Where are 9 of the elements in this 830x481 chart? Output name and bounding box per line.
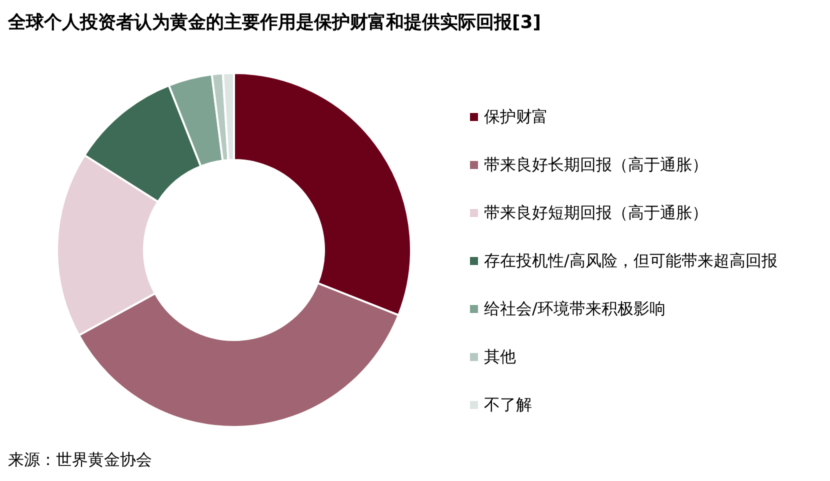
chart-title: 全球个人投资者认为黄金的主要作用是保护财富和提供实际回报[3]	[8, 11, 541, 34]
legend-label: 存在投机性/高风险，但可能带来超高回报	[484, 250, 778, 272]
source-note: 来源：世界黄金协会	[8, 450, 152, 471]
legend-label: 给社会/环境带来积极影响	[484, 298, 666, 320]
legend-label: 带来良好短期回报（高于通胀）	[484, 202, 708, 224]
legend-label: 保护财富	[484, 106, 548, 128]
legend-label: 不了解	[484, 394, 532, 416]
legend-label: 带来良好长期回报（高于通胀）	[484, 154, 708, 176]
legend-label: 其他	[484, 346, 516, 368]
